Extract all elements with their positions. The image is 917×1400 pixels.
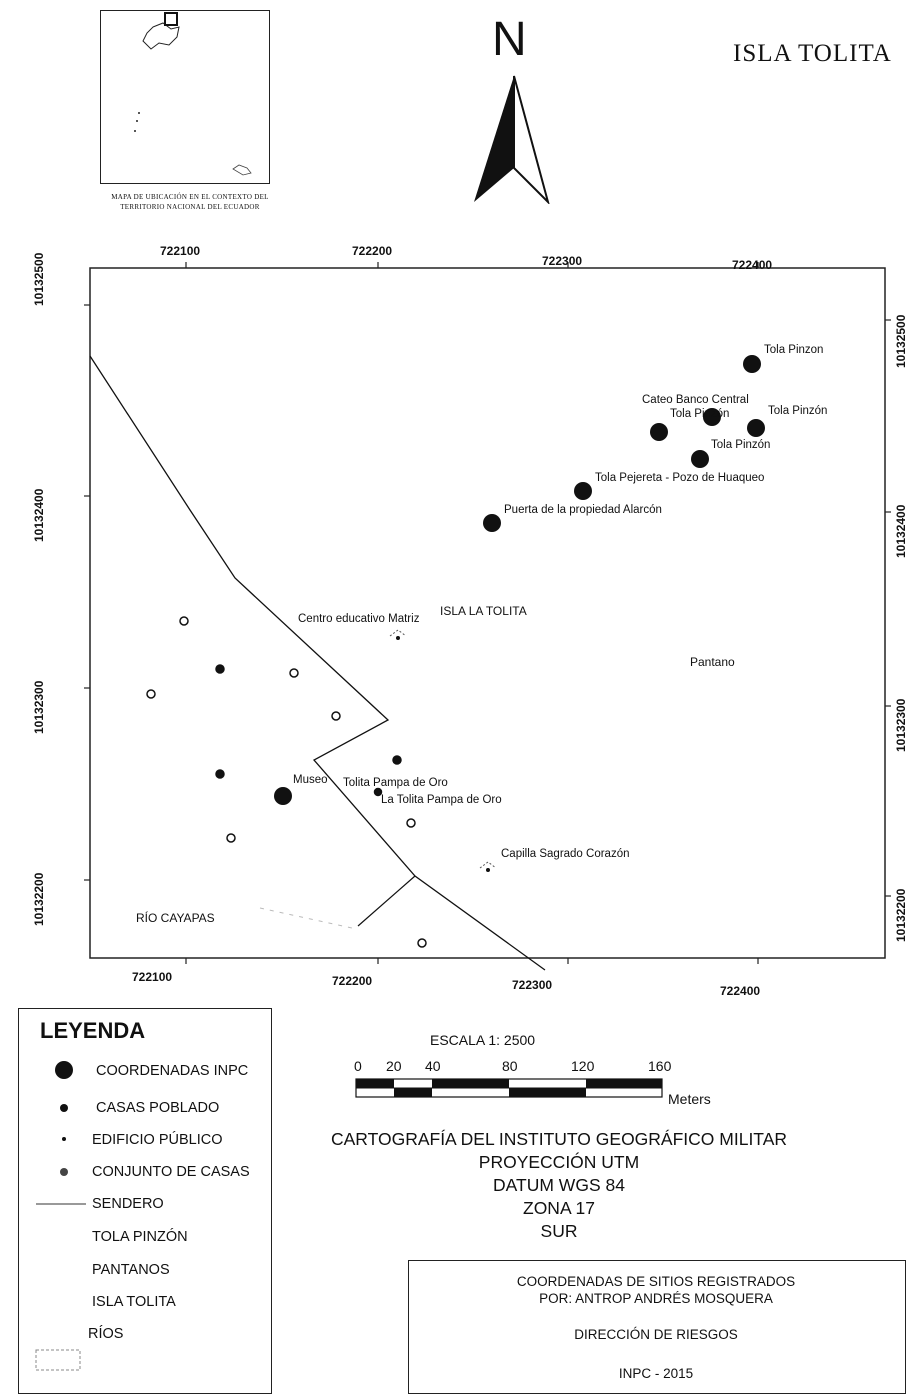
map-border	[89, 267, 886, 959]
site-marker	[691, 450, 709, 468]
legend-item-label: SENDERO	[92, 1196, 164, 1212]
scale-tick-label: 80	[502, 1058, 518, 1074]
school-label: Centro educativo Matriz	[298, 613, 420, 625]
inset-caption: MAPA DE UBICACIÓN EN EL CONTEXTO DEL TER…	[70, 192, 310, 212]
northing-label-right: 10132200	[894, 888, 908, 942]
site-label: Cateo Banco Central	[642, 394, 749, 406]
place-label: Tolita Pampa de Oro	[343, 777, 448, 789]
legend-symbol-large-dot	[55, 1061, 73, 1079]
inset-map-drawing	[134, 12, 252, 176]
cartography-line: PROYECCIÓN UTM	[478, 1152, 640, 1172]
legend-item-label: CASAS POBLADO	[96, 1100, 220, 1116]
cartography-line: CARTOGRAFÍA DEL INSTITUTO GEOGRÁFICO MIL…	[330, 1129, 788, 1149]
credits-box	[408, 1260, 906, 1394]
northing-label-left: 10132200	[32, 872, 46, 926]
scale-tick-label: 0	[354, 1058, 362, 1074]
site-label: Tola Pejereta - Pozo de Huaqueo	[595, 472, 765, 484]
swamp-label: Pantano	[690, 655, 735, 669]
credits-line: POR: ANTROP ANDRÉS MOSQUERA	[539, 1291, 773, 1306]
map-title: ISLA TOLITA	[733, 40, 892, 67]
scale-tick-label: 120	[571, 1058, 595, 1074]
legend-item-label: COORDENADAS INPC	[96, 1063, 249, 1079]
cartography-line: ZONA 17	[523, 1198, 595, 1218]
site-label: Tola Pinzón	[711, 439, 771, 451]
site-marker	[747, 419, 765, 437]
site-label: Tola Pinzón	[768, 405, 828, 417]
easting-label-top: 722300	[542, 254, 583, 268]
river-edge	[259, 907, 353, 929]
museum-label: Museo	[293, 774, 328, 786]
scale-unit: Meters	[668, 1091, 711, 1107]
island-boundary	[89, 355, 546, 971]
legend-title: LEYENDA	[40, 1018, 146, 1043]
credits-line: INPC - 2015	[618, 1366, 694, 1381]
site-marker	[483, 514, 501, 532]
easting-label-bottom: 722200	[332, 974, 373, 988]
scale-tick-label: 20	[386, 1058, 402, 1074]
cartography-line: SUR	[540, 1221, 578, 1241]
northing-label-right: 10132500	[894, 314, 908, 368]
north-label: N	[492, 13, 527, 66]
scale-tick-label: 40	[425, 1058, 441, 1074]
legend-item-label: RÍOS	[88, 1326, 124, 1342]
museo-marker	[274, 787, 292, 805]
inset-location-map	[100, 10, 270, 184]
chapel-label: Capilla Sagrado Corazón	[501, 848, 630, 860]
credits-line: DIRECCIÓN DE RIESGOS	[574, 1327, 738, 1342]
legend-symbols	[35, 1061, 86, 1371]
site-marker	[743, 355, 761, 373]
legend-symbol-box	[35, 1349, 81, 1371]
cartography-info: CARTOGRAFÍA DEL INSTITUTO GEOGRÁFICO MIL…	[286, 1128, 832, 1243]
legend-box	[18, 1008, 272, 1394]
north-arrow-icon	[474, 75, 550, 204]
legend-item-label: ISLA TOLITA	[92, 1294, 176, 1310]
island-label: ISLA LA TOLITA	[440, 604, 527, 618]
inset-caption-line1: MAPA DE UBICACIÓN EN EL CONTEXTO DEL	[111, 193, 269, 201]
site-label: Tola Pinzon	[764, 344, 824, 356]
legend-item-label: TOLA PINZÓN	[92, 1229, 188, 1245]
legend-symbol-small-dot	[60, 1104, 68, 1112]
northing-label-right: 10132400	[894, 504, 908, 558]
legend-item-label: CONJUNTO DE CASAS	[92, 1164, 250, 1180]
credits-line: COORDENADAS DE SITIOS REGISTRADOS	[516, 1274, 796, 1289]
legend-symbol-tiny-dot	[62, 1137, 66, 1141]
site-label: Tola Pinzón	[670, 408, 730, 420]
scale-tick-label: 160	[648, 1058, 672, 1074]
northing-label-right: 10132300	[894, 698, 908, 752]
site-marker	[650, 423, 668, 441]
site-marker	[703, 408, 721, 426]
scale-bar	[355, 1078, 663, 1098]
northing-label-left: 10132500	[32, 252, 46, 306]
easting-label-top: 722100	[160, 244, 201, 258]
place-label: La Tolita Pampa de Oro	[381, 794, 502, 806]
easting-label-bottom: 722300	[512, 978, 553, 992]
cartography-line: DATUM WGS 84	[493, 1175, 625, 1195]
easting-label-bottom: 722100	[132, 970, 173, 984]
map-frame	[84, 262, 891, 971]
northing-label-left: 10132300	[32, 680, 46, 734]
easting-label-bottom: 722400	[720, 984, 761, 998]
river-label: RÍO CAYAPAS	[136, 911, 215, 925]
inset-caption-line2: TERRITORIO NACIONAL DEL ECUADOR	[120, 203, 260, 211]
scale-title: ESCALA 1: 2500	[430, 1032, 536, 1048]
site-marker	[574, 482, 592, 500]
legend-item-label: PANTANOS	[92, 1262, 170, 1278]
easting-label-top: 722400	[732, 258, 773, 272]
site-label: Puerta de la propiedad Alarcón	[504, 504, 662, 516]
legend-item-label: EDIFICIO PÚBLICO	[92, 1132, 223, 1148]
easting-label-top: 722200	[352, 244, 393, 258]
northing-label-left: 10132400	[32, 488, 46, 542]
legend-symbol-ring-dot	[60, 1168, 68, 1176]
trail-line	[357, 875, 416, 927]
